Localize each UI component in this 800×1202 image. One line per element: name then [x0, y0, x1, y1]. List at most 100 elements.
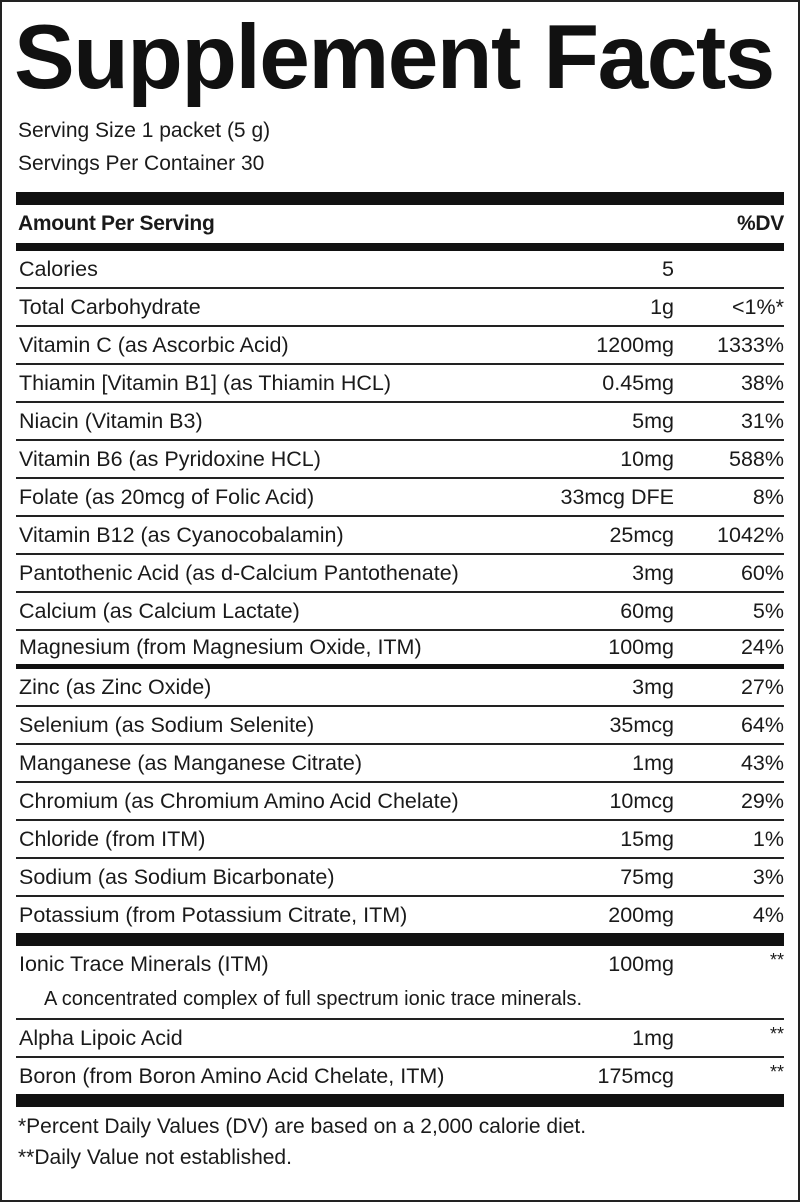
nutrient-dv: 31%	[740, 408, 784, 433]
table-row: Chromium (as Chromium Amino Acid Chelate…	[16, 783, 784, 821]
footnotes: *Percent Daily Values (DV) are based on …	[16, 1107, 784, 1173]
nutrient-name: Selenium (as Sodium Selenite)	[19, 712, 315, 737]
nutrient-dv: 588%	[729, 446, 784, 471]
table-row: Magnesium (from Magnesium Oxide, ITM) 100…	[16, 631, 784, 669]
nutrient-dv: 29%	[740, 788, 784, 813]
nutrient-amount: 10mcg	[609, 788, 674, 813]
dv-heading: %DV	[737, 212, 784, 235]
nutrient-dv: 24%	[740, 635, 784, 659]
nutrient-name: Ionic Trace Minerals (ITM)	[19, 951, 269, 976]
nutrient-name: Folate (as 20mcg of Folic Acid)	[19, 484, 315, 509]
nutrient-name: Magnesium (from Magnesium Oxide, ITM)	[19, 635, 422, 659]
table-row: Potassium (from Potassium Citrate, ITM) 2…	[16, 897, 784, 933]
table-row: Zinc (as Zinc Oxide) 3mg 27%	[16, 669, 784, 707]
nutrient-amount: 15mg	[620, 826, 674, 851]
nutrient-dv: 64%	[740, 712, 784, 737]
nutrient-amount: 3mg	[632, 560, 674, 585]
nutrient-amount: 200mg	[608, 902, 674, 927]
nutrient-amount: 1200mg	[596, 332, 674, 357]
nutrient-amount: 0.45mg	[602, 370, 674, 395]
table-row: Selenium (as Sodium Selenite) 35mcg 64%	[16, 707, 784, 745]
nutrient-dv: 27%	[740, 674, 784, 699]
nutrient-amount: 3mg	[632, 674, 674, 699]
nutrient-name: Calcium (as Calcium Lactate)	[19, 598, 300, 623]
nutrient-dv: **	[769, 950, 784, 970]
nutrient-dv: 60%	[740, 560, 784, 585]
table-row: Vitamin B12 (as Cyanocobalamin) 25mcg 1042…	[16, 517, 784, 555]
nutrient-name: Alpha Lipoic Acid	[19, 1025, 183, 1050]
nutrient-dv: 5%	[752, 598, 784, 623]
nutrient-dv: **	[769, 1062, 784, 1082]
nutrient-name: Vitamin B12 (as Cyanocobalamin)	[19, 522, 344, 547]
nutrient-name: Manganese (as Manganese Citrate)	[19, 750, 362, 775]
nutrient-name: Calories	[19, 256, 98, 281]
nutrient-amount: 60mg	[620, 598, 674, 623]
table-row: Niacin (Vitamin B3) 5mg 31%	[16, 403, 784, 441]
footnote: *Percent Daily Values (DV) are based on …	[18, 1115, 587, 1138]
nutrient-amount: 35mcg	[609, 712, 674, 737]
nutrient-name: Vitamin B6 (as Pyridoxine HCL)	[19, 446, 321, 471]
nutrient-name: Pantothenic Acid (as d-Calcium Pantothen…	[19, 560, 459, 585]
thick-divider	[16, 1094, 784, 1107]
table-row: Ionic Trace Minerals (ITM) 100mg **	[16, 946, 784, 982]
table-row: Calcium (as Calcium Lactate) 60mg 5%	[16, 593, 784, 631]
nutrient-name: Potassium (from Potassium Citrate, ITM)	[19, 902, 408, 927]
table-row: Alpha Lipoic Acid 1mg **	[16, 1020, 784, 1058]
table-row: Manganese (as Manganese Citrate) 1mg 43%	[16, 745, 784, 783]
nutrient-amount: 25mcg	[609, 522, 674, 547]
nutrient-amount: 5	[662, 256, 674, 281]
nutrient-amount: 100mg	[608, 951, 674, 976]
nutrient-dv: 3%	[752, 864, 784, 889]
amount-per-serving-heading: Amount Per Serving	[18, 212, 215, 235]
nutrient-dv: 8%	[752, 484, 784, 509]
servings-per-container: Servings Per Container 30	[18, 152, 265, 175]
nutrient-name: Sodium (as Sodium Bicarbonate)	[19, 864, 335, 889]
nutrient-dv: 1333%	[717, 332, 784, 357]
other-ingredients-table: Ionic Trace Minerals (ITM) 100mg ** A conce…	[16, 946, 784, 1094]
table-row: Boron (from Boron Amino Acid Chelate, IT…	[16, 1058, 784, 1094]
nutrient-name: Boron (from Boron Amino Acid Chelate, IT…	[19, 1063, 445, 1088]
table-row: Sodium (as Sodium Bicarbonate) 75mg 3%	[16, 859, 784, 897]
nutrient-name: Chloride (from ITM)	[19, 826, 206, 851]
thick-divider	[16, 192, 784, 205]
nutrient-amount: 100mg	[608, 635, 674, 659]
nutrient-name: Chromium (as Chromium Amino Acid Chelate…	[19, 788, 459, 813]
table-row: Folate (as 20mcg of Folic Acid) 33mcg DFE…	[16, 479, 784, 517]
thick-divider	[16, 933, 784, 946]
serving-size: Serving Size 1 packet (5 g)	[18, 119, 271, 142]
nutrient-dv: **	[769, 1024, 784, 1044]
table-header: Amount Per Serving %DV	[16, 205, 784, 243]
table-row: Vitamin B6 (as Pyridoxine HCL) 10mg 588%	[16, 441, 784, 479]
nutrient-dv: 4%	[752, 902, 784, 927]
nutrient-amount: 5mg	[632, 408, 674, 433]
nutrient-name: Niacin (Vitamin B3)	[19, 408, 203, 433]
nutrient-dv: <1%*	[732, 294, 784, 319]
table-row: Chloride (from ITM) 15mg 1%	[16, 821, 784, 859]
nutrient-dv: 1%	[752, 826, 784, 851]
nutrient-dv: 1042%	[717, 522, 784, 547]
table-row: Total Carbohydrate 1g <1%*	[16, 289, 784, 327]
nutrient-amount: 33mcg DFE	[560, 484, 674, 509]
nutrient-dv: 38%	[740, 370, 784, 395]
table-row: Thiamin [Vitamin B1] (as Thiamin HCL) 0.4…	[16, 365, 784, 403]
label-title: Supplement Facts	[14, 7, 775, 108]
nutrient-amount: 1mg	[632, 1025, 674, 1050]
table-row: Calories 5	[16, 251, 784, 289]
nutrient-name: Thiamin [Vitamin B1] (as Thiamin HCL)	[19, 370, 391, 395]
nutrient-amount: 10mg	[620, 446, 674, 471]
nutrient-table: Calories 5 Total Carbohydrate 1g <1%* Vitamin…	[16, 251, 784, 933]
ingredient-description: A concentrated complex of full spectrum …	[16, 982, 784, 1020]
footnote: **Daily Value not established.	[18, 1146, 292, 1169]
nutrient-amount: 175mcg	[597, 1063, 675, 1088]
nutrient-name: Zinc (as Zinc Oxide)	[19, 674, 212, 699]
nutrient-name: Total Carbohydrate	[19, 294, 201, 319]
nutrient-name: Vitamin C (as Ascorbic Acid)	[19, 332, 289, 357]
table-row: Pantothenic Acid (as d-Calcium Pantothen…	[16, 555, 784, 593]
header-divider	[16, 243, 784, 251]
nutrient-amount: 1mg	[632, 750, 674, 775]
nutrient-amount: 75mg	[620, 864, 674, 889]
table-row: Vitamin C (as Ascorbic Acid) 1200mg 1333%	[16, 327, 784, 365]
nutrient-dv: 43%	[740, 750, 784, 775]
nutrient-amount: 1g	[650, 294, 674, 319]
